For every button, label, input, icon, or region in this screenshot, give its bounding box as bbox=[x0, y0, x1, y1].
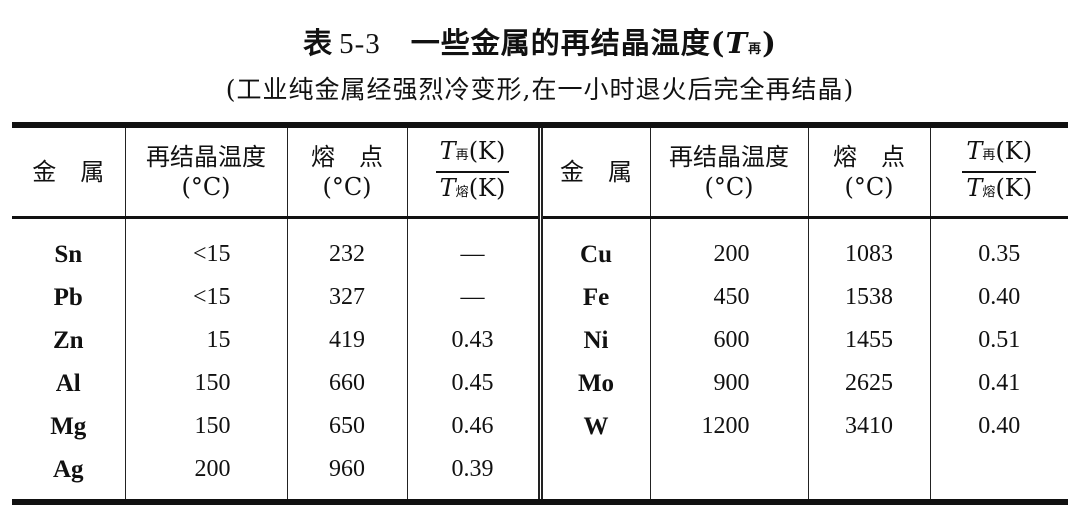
cell-ratio: 0.41 bbox=[929, 362, 1068, 405]
ratio-num-unit: (K) bbox=[995, 137, 1033, 165]
header-recryst-unit: (°C) bbox=[704, 173, 754, 201]
ratio-den-symbol: T bbox=[966, 174, 983, 202]
cell-ratio: 0.46 bbox=[406, 405, 540, 448]
header-recryst-label: 再结晶温度 bbox=[669, 143, 789, 171]
cell-melting-point: 1455 bbox=[807, 319, 930, 362]
cell-metal: Ag bbox=[52, 455, 84, 483]
cell-metal: Fe bbox=[537, 276, 650, 319]
cell-metal: W bbox=[537, 405, 650, 448]
cell-melting-point: 1538 bbox=[807, 276, 930, 319]
table-title: 表 5-3 一些金属的再结晶温度(T再) bbox=[0, 20, 1080, 62]
cell-ratio: 0.43 bbox=[406, 319, 540, 362]
ratio-num-unit: (K) bbox=[468, 137, 506, 165]
cell-recryst-temp: 15 bbox=[124, 319, 287, 362]
cell-recryst-temp: 200 bbox=[124, 448, 287, 502]
cell-recryst-temp: 1200 bbox=[649, 405, 808, 448]
ratio-den-symbol: T bbox=[439, 174, 456, 202]
cell-metal: Cu bbox=[537, 217, 650, 276]
cell-metal: Mg bbox=[50, 412, 87, 440]
cell-metal bbox=[537, 448, 650, 502]
cell-ratio: 0.35 bbox=[929, 217, 1068, 276]
cell-melting-point bbox=[807, 448, 930, 502]
cell-melting-point: 327 bbox=[286, 276, 407, 319]
header-melt-label: 熔 点 bbox=[833, 143, 905, 171]
cell-melting-point: 2625 bbox=[807, 362, 930, 405]
header-melting-point: 熔 点 (°C) bbox=[807, 125, 930, 219]
header-melting-point: 熔 点 (°C) bbox=[286, 125, 407, 219]
cell-recryst-temp: 150 bbox=[124, 362, 287, 405]
cell-melting-point: 660 bbox=[286, 362, 407, 405]
header-recryst-unit: (°C) bbox=[181, 173, 231, 201]
table-subtitle: (工业纯金属经强烈冷变形,在一小时退火后完全再结晶) bbox=[225, 75, 855, 104]
ratio-fraction: T再(K) T熔(K) bbox=[435, 136, 510, 208]
header-recryst-temp: 再结晶温度 (°C) bbox=[649, 125, 808, 219]
title-symbol: T bbox=[725, 26, 749, 60]
ratio-fraction: T再(K) T熔(K) bbox=[962, 136, 1037, 208]
cell-recryst-temp bbox=[649, 448, 808, 502]
ratio-den-subscript: 熔 bbox=[982, 185, 996, 200]
table-row: Al 150 660 0.45 Mo 900 2625 0.41 bbox=[12, 362, 1068, 405]
cell-recryst-temp: 900 bbox=[649, 362, 808, 405]
header-melt-unit: (°C) bbox=[322, 173, 372, 201]
ratio-den-subscript: 熔 bbox=[455, 185, 469, 200]
header-recryst-label: 再结晶温度 bbox=[146, 143, 266, 171]
cell-ratio: 0.51 bbox=[929, 319, 1068, 362]
cell-melting-point: 1083 bbox=[807, 217, 930, 276]
cell-recryst-temp: 450 bbox=[649, 276, 808, 319]
header-metal-label: 金 属 bbox=[560, 158, 632, 186]
header-metal: 金 属 bbox=[12, 125, 125, 219]
ratio-num-symbol: T bbox=[966, 137, 983, 165]
header-metal-label: 金 属 bbox=[32, 158, 105, 186]
table-row: Pb <15 327 — Fe 450 1538 0.40 bbox=[12, 276, 1068, 319]
header-recryst-temp: 再结晶温度 (°C) bbox=[124, 125, 287, 219]
ratio-den-unit: (K) bbox=[995, 174, 1033, 202]
header-metal: 金 属 bbox=[537, 125, 650, 219]
cell-ratio: 0.40 bbox=[929, 405, 1068, 448]
header-melt-label: 熔 点 bbox=[311, 143, 383, 171]
cell-ratio: 0.45 bbox=[406, 362, 540, 405]
cell-recryst-temp: <15 bbox=[124, 276, 287, 319]
title-close: ) bbox=[762, 26, 777, 60]
cell-ratio: 0.39 bbox=[406, 448, 540, 502]
ratio-num-subscript: 再 bbox=[455, 148, 469, 163]
cell-ratio bbox=[929, 448, 1068, 502]
cell-recryst-temp: 200 bbox=[649, 217, 808, 276]
cell-ratio: — bbox=[406, 276, 540, 319]
ratio-num-subscript: 再 bbox=[982, 148, 996, 163]
table-number: 5-3 bbox=[339, 28, 381, 60]
cell-recryst-temp: 600 bbox=[649, 319, 808, 362]
cell-ratio: 0.40 bbox=[929, 276, 1068, 319]
recrystallization-table: 金 属 再结晶温度 (°C) 熔 点 (°C) T再(K) T熔(K) 金 属 再结晶温… bbox=[12, 122, 1068, 505]
table-row: Sn <15 232 — Cu 200 1083 0.35 bbox=[12, 217, 1068, 276]
cell-melting-point: 3410 bbox=[807, 405, 930, 448]
cell-metal: Pb bbox=[53, 283, 83, 311]
header-ratio: T再(K) T熔(K) bbox=[929, 125, 1068, 219]
ratio-den-unit: (K) bbox=[468, 174, 506, 202]
cell-melting-point: 960 bbox=[286, 448, 407, 502]
title-text: 一些金属的再结晶温度( bbox=[410, 26, 726, 60]
cell-metal: Mo bbox=[537, 362, 650, 405]
cell-melting-point: 650 bbox=[286, 405, 407, 448]
table-row: Zn 15 419 0.43 Ni 600 1455 0.51 bbox=[12, 319, 1068, 362]
header-melt-unit: (°C) bbox=[844, 173, 894, 201]
header-row: 金 属 再结晶温度 (°C) 熔 点 (°C) T再(K) T熔(K) 金 属 再结晶温… bbox=[12, 125, 1068, 219]
cell-metal: Al bbox=[55, 369, 81, 397]
table-row: Ag 200 960 0.39 bbox=[12, 448, 1068, 502]
header-ratio: T再(K) T熔(K) bbox=[406, 125, 540, 219]
cell-recryst-temp: <15 bbox=[124, 217, 287, 276]
cell-melting-point: 232 bbox=[286, 217, 407, 276]
table-row: Mg 150 650 0.46 W 1200 3410 0.40 bbox=[12, 405, 1068, 448]
cell-melting-point: 419 bbox=[286, 319, 407, 362]
title-label: 表 bbox=[303, 26, 334, 60]
cell-metal: Ni bbox=[537, 319, 650, 362]
cell-recryst-temp: 150 bbox=[124, 405, 287, 448]
cell-ratio: — bbox=[406, 217, 540, 276]
title-subscript: 再 bbox=[748, 42, 763, 57]
cell-metal: Zn bbox=[52, 326, 84, 354]
cell-metal: Sn bbox=[54, 240, 83, 268]
ratio-num-symbol: T bbox=[439, 137, 456, 165]
